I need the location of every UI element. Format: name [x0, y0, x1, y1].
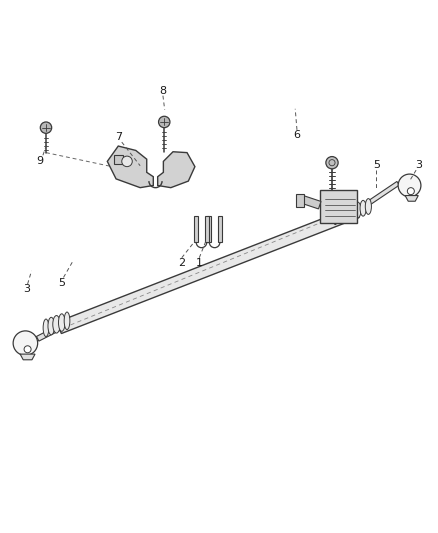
Ellipse shape — [59, 314, 65, 332]
Polygon shape — [36, 326, 60, 341]
Text: 3: 3 — [415, 160, 422, 170]
Ellipse shape — [48, 317, 54, 335]
Polygon shape — [114, 155, 123, 164]
Text: 3: 3 — [23, 284, 30, 294]
Polygon shape — [208, 216, 211, 243]
Text: 5: 5 — [58, 278, 65, 288]
Polygon shape — [158, 152, 195, 188]
Text: 6: 6 — [293, 130, 300, 140]
Circle shape — [24, 346, 31, 353]
Ellipse shape — [355, 202, 361, 218]
Polygon shape — [218, 216, 222, 243]
Circle shape — [398, 174, 421, 197]
Circle shape — [407, 188, 414, 195]
Polygon shape — [296, 194, 304, 207]
Text: 5: 5 — [373, 160, 380, 170]
Polygon shape — [57, 206, 359, 334]
Text: 2: 2 — [178, 258, 185, 268]
Ellipse shape — [350, 204, 356, 220]
Circle shape — [159, 116, 170, 128]
Polygon shape — [358, 181, 399, 212]
Polygon shape — [299, 195, 321, 209]
Ellipse shape — [53, 316, 60, 333]
Ellipse shape — [365, 199, 371, 214]
Circle shape — [13, 331, 38, 356]
Polygon shape — [320, 190, 357, 223]
Polygon shape — [205, 216, 208, 243]
Text: 7: 7 — [115, 132, 122, 142]
Ellipse shape — [43, 319, 49, 336]
Ellipse shape — [64, 312, 70, 329]
Text: 9: 9 — [36, 156, 43, 166]
Circle shape — [40, 122, 52, 133]
Text: 1: 1 — [196, 258, 203, 268]
Polygon shape — [194, 216, 198, 243]
Polygon shape — [405, 196, 418, 201]
Ellipse shape — [360, 200, 366, 216]
Text: 8: 8 — [159, 86, 166, 96]
Circle shape — [122, 156, 132, 167]
Polygon shape — [20, 354, 35, 360]
Polygon shape — [333, 205, 352, 224]
Circle shape — [326, 157, 338, 169]
Polygon shape — [107, 146, 153, 188]
